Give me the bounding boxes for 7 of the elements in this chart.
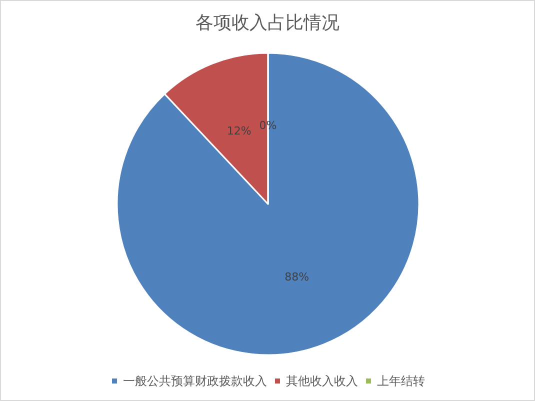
- data-label: 12%: [226, 124, 252, 138]
- legend-label: 一般公共预算财政拨款收入: [123, 374, 267, 388]
- legend-label: 上年结转: [377, 374, 425, 388]
- chart-title: 各项收入占比情况: [196, 12, 340, 34]
- data-label: 88%: [284, 270, 310, 284]
- legend-label: 其他收入收入: [286, 374, 358, 388]
- text: 0%: [259, 119, 277, 132]
